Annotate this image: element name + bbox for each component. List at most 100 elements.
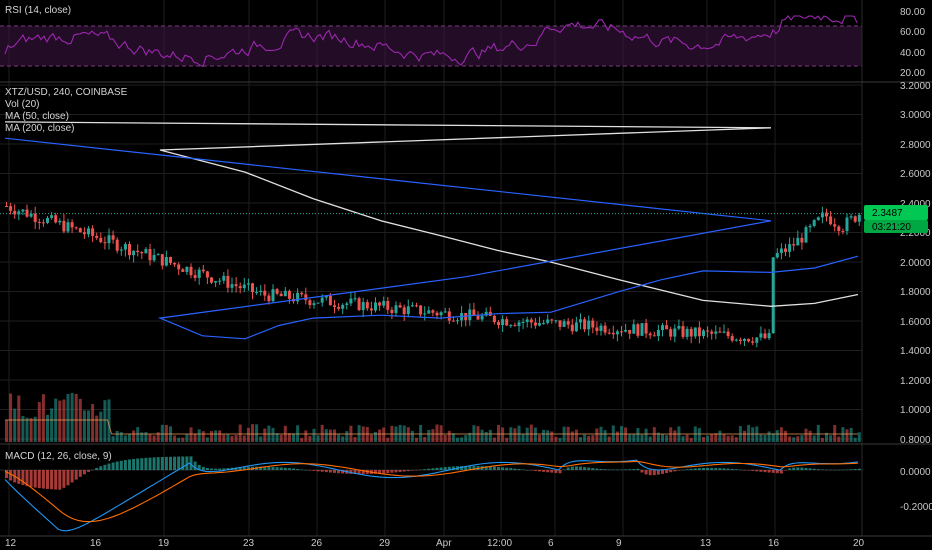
volume-bar	[369, 434, 373, 442]
volume-bar	[21, 415, 25, 442]
macd-histogram-bar	[132, 458, 136, 470]
volume-bar	[464, 435, 468, 442]
macd-histogram-bar	[259, 466, 263, 470]
macd-histogram-bar	[222, 468, 226, 470]
candle-body	[550, 319, 554, 321]
macd-histogram-bar	[169, 456, 172, 470]
macd-panel[interactable]	[0, 456, 862, 532]
candle-body	[542, 322, 546, 324]
volume-bar	[681, 436, 685, 442]
volume-bar	[792, 437, 796, 442]
candle-body	[566, 321, 570, 325]
macd-histogram-bar	[177, 456, 181, 470]
candle-body	[759, 333, 763, 338]
macd-histogram-bar	[648, 470, 652, 476]
volume-bar	[648, 436, 652, 442]
candle-body	[763, 333, 767, 339]
volume-bar	[574, 429, 578, 442]
volume-bar	[501, 427, 505, 442]
macd-histogram-bar	[74, 470, 78, 480]
candle-body	[132, 250, 136, 256]
candle-body	[33, 213, 37, 222]
volume-bar	[37, 402, 41, 442]
macd-histogram-bar	[460, 466, 464, 470]
volume-bar	[685, 434, 689, 442]
candle-body	[214, 281, 218, 283]
candle-body	[345, 303, 349, 305]
volume-bar	[316, 435, 320, 442]
volume-bar	[337, 434, 341, 442]
volume-bar	[743, 430, 746, 442]
macd-histogram-bar	[492, 466, 496, 470]
volume-bar	[271, 427, 275, 442]
macd-histogram-bar	[464, 465, 468, 470]
candle-body	[181, 269, 185, 272]
volume-bar	[550, 431, 554, 442]
price-tick: 3.2000	[900, 81, 931, 92]
candle-body	[50, 215, 54, 218]
macd-histogram-bar	[193, 461, 197, 470]
volume-bar	[624, 427, 628, 442]
volume-bar	[697, 428, 701, 442]
macd-histogram-bar	[66, 470, 70, 486]
macd-histogram-bar	[173, 456, 177, 470]
macd-histogram-bar	[538, 470, 541, 472]
rsi-panel[interactable]	[0, 15, 862, 68]
volume-bar	[255, 424, 259, 442]
volume-bar	[164, 424, 168, 442]
volume-histogram	[5, 392, 861, 442]
price-tick: 1.4000	[900, 346, 931, 357]
volume-bar	[341, 436, 345, 442]
candle-body	[714, 331, 718, 334]
candle-body	[378, 302, 382, 306]
macd-histogram-bar	[123, 460, 127, 470]
candle-body	[197, 269, 201, 278]
time-label: 23	[243, 538, 255, 549]
candle-body	[755, 337, 759, 343]
candle-body	[480, 315, 484, 320]
candle-body	[673, 328, 677, 337]
macd-histogram-bar	[308, 470, 312, 471]
volume-bar	[763, 434, 767, 442]
candle-body	[743, 338, 746, 341]
macd-histogram-bar	[591, 468, 595, 470]
candle-body	[656, 329, 660, 336]
macd-histogram-bar	[796, 467, 800, 470]
volume-bar	[644, 428, 648, 442]
macd-histogram-bar	[386, 470, 390, 474]
macd-histogram-bar	[702, 467, 705, 470]
macd-histogram-bar	[546, 470, 550, 473]
macd-histogram-bar	[201, 466, 205, 470]
volume-bar	[275, 433, 279, 442]
candle-body	[398, 305, 402, 308]
volume-bar	[603, 430, 607, 442]
volume-bar	[451, 433, 455, 442]
volume-bar	[46, 414, 49, 442]
candle-body	[107, 235, 111, 244]
time-label: 12	[5, 538, 17, 549]
volume-bar	[718, 430, 722, 442]
candle-body	[558, 320, 562, 327]
candle-body	[70, 222, 74, 228]
candle-body	[451, 320, 455, 322]
candle-body	[230, 284, 234, 288]
price-panel[interactable]	[0, 121, 862, 348]
volume-bar	[558, 437, 562, 442]
macd-histogram-bar	[697, 468, 701, 470]
macd-histogram-bar	[111, 462, 115, 470]
macd-histogram-bar	[357, 470, 361, 475]
volume-bar	[111, 436, 115, 442]
candle-body	[439, 312, 443, 316]
candle-body	[628, 329, 632, 334]
macd-histogram-bar	[119, 460, 123, 470]
volume-bar	[410, 430, 414, 442]
volume-bar	[554, 436, 558, 442]
candle-body	[275, 289, 279, 294]
macd-histogram-bar	[677, 470, 681, 471]
candle-body	[402, 307, 406, 315]
macd-histogram-bar	[550, 470, 554, 473]
candle-body	[328, 295, 332, 306]
macd-histogram-bar	[78, 470, 82, 477]
macd-histogram-bar	[21, 470, 25, 486]
